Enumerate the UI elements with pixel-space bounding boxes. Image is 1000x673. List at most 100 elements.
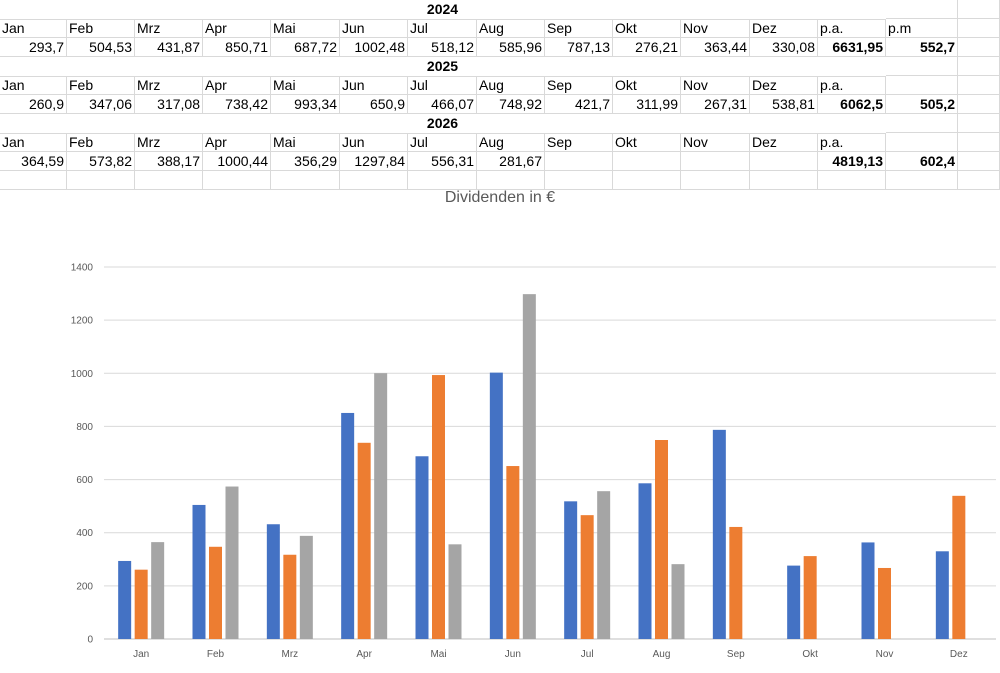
- empty-cell[interactable]: [0, 171, 67, 190]
- value-cell[interactable]: [681, 152, 750, 171]
- empty-cell[interactable]: [67, 171, 135, 190]
- value-cell[interactable]: 466,07: [408, 95, 477, 114]
- pm-average-cell[interactable]: 552,7: [886, 38, 958, 57]
- empty-cell[interactable]: [750, 171, 818, 190]
- month-header-cell[interactable]: Jun: [340, 19, 408, 38]
- value-cell[interactable]: 687,72: [271, 38, 340, 57]
- pa-total-cell[interactable]: 6062,5: [818, 95, 886, 114]
- month-header-cell[interactable]: Okt: [613, 76, 681, 95]
- month-header-cell[interactable]: Sep: [545, 133, 613, 152]
- month-header-cell[interactable]: Aug: [477, 76, 545, 95]
- value-cell[interactable]: 585,96: [477, 38, 545, 57]
- month-header-cell[interactable]: Mai: [271, 133, 340, 152]
- month-header-cell[interactable]: Aug: [477, 133, 545, 152]
- value-cell[interactable]: 388,17: [135, 152, 203, 171]
- month-header-cell[interactable]: Nov: [681, 76, 750, 95]
- value-cell[interactable]: 738,42: [203, 95, 271, 114]
- empty-cell[interactable]: [886, 171, 958, 190]
- value-cell[interactable]: 363,44: [681, 38, 750, 57]
- month-header-cell[interactable]: Okt: [613, 19, 681, 38]
- month-header-cell[interactable]: Jan: [0, 19, 67, 38]
- pm-average-cell[interactable]: 505,2: [886, 95, 958, 114]
- month-header-cell[interactable]: Jun: [340, 133, 408, 152]
- month-header-cell[interactable]: Aug: [477, 19, 545, 38]
- value-cell[interactable]: 347,06: [67, 95, 135, 114]
- month-header-cell[interactable]: Jul: [408, 19, 477, 38]
- month-header-cell[interactable]: Feb: [67, 76, 135, 95]
- empty-cell[interactable]: [545, 171, 613, 190]
- month-header-cell[interactable]: Jun: [340, 76, 408, 95]
- month-header-cell[interactable]: Okt: [613, 133, 681, 152]
- month-header-cell[interactable]: Dez: [750, 76, 818, 95]
- empty-cell[interactable]: [135, 171, 203, 190]
- value-cell[interactable]: 650,9: [340, 95, 408, 114]
- value-cell[interactable]: [750, 152, 818, 171]
- value-cell[interactable]: 993,34: [271, 95, 340, 114]
- empty-cell[interactable]: [886, 114, 958, 133]
- empty-cell[interactable]: [203, 171, 271, 190]
- pa-total-cell[interactable]: 6631,95: [818, 38, 886, 57]
- value-cell[interactable]: [545, 152, 613, 171]
- value-cell[interactable]: 431,87: [135, 38, 203, 57]
- value-cell[interactable]: 748,92: [477, 95, 545, 114]
- month-header-cell[interactable]: Mrz: [135, 76, 203, 95]
- month-header-cell[interactable]: Apr: [203, 76, 271, 95]
- month-header-cell[interactable]: Mrz: [135, 19, 203, 38]
- value-cell[interactable]: 281,67: [477, 152, 545, 171]
- pm-average-cell[interactable]: 602,4: [886, 152, 958, 171]
- value-cell[interactable]: 276,21: [613, 38, 681, 57]
- value-cell[interactable]: 267,31: [681, 95, 750, 114]
- value-cell[interactable]: 518,12: [408, 38, 477, 57]
- empty-cell[interactable]: [818, 171, 886, 190]
- value-cell[interactable]: 1297,84: [340, 152, 408, 171]
- empty-cell[interactable]: [271, 171, 340, 190]
- empty-cell[interactable]: [613, 171, 681, 190]
- month-header-cell[interactable]: Mai: [271, 76, 340, 95]
- value-cell[interactable]: 556,31: [408, 152, 477, 171]
- value-cell[interactable]: [613, 152, 681, 171]
- empty-cell[interactable]: [886, 0, 958, 19]
- value-cell[interactable]: 1002,48: [340, 38, 408, 57]
- value-cell[interactable]: 293,7: [0, 38, 67, 57]
- month-header-cell[interactable]: Nov: [681, 19, 750, 38]
- value-cell[interactable]: 311,99: [613, 95, 681, 114]
- month-header-cell[interactable]: Jul: [408, 76, 477, 95]
- pa-header-cell[interactable]: p.a.: [818, 76, 886, 95]
- value-cell[interactable]: 850,71: [203, 38, 271, 57]
- value-cell[interactable]: 364,59: [0, 152, 67, 171]
- month-header-cell[interactable]: Nov: [681, 133, 750, 152]
- month-header-cell[interactable]: Jul: [408, 133, 477, 152]
- month-header-cell[interactable]: Feb: [67, 133, 135, 152]
- month-header-cell[interactable]: Feb: [67, 19, 135, 38]
- pa-header-cell[interactable]: p.a.: [818, 133, 886, 152]
- month-header-cell[interactable]: Apr: [203, 133, 271, 152]
- month-header-cell[interactable]: Dez: [750, 133, 818, 152]
- value-cell[interactable]: 787,13: [545, 38, 613, 57]
- value-cell[interactable]: 504,53: [67, 38, 135, 57]
- pm-header-cell[interactable]: [886, 76, 958, 95]
- value-cell[interactable]: 356,29: [271, 152, 340, 171]
- month-header-cell[interactable]: Dez: [750, 19, 818, 38]
- month-header-cell[interactable]: Sep: [545, 76, 613, 95]
- empty-cell[interactable]: [477, 171, 545, 190]
- empty-cell[interactable]: [340, 171, 408, 190]
- month-header-cell[interactable]: Apr: [203, 19, 271, 38]
- month-header-cell[interactable]: Jan: [0, 76, 67, 95]
- value-cell[interactable]: 573,82: [67, 152, 135, 171]
- month-header-cell[interactable]: Mai: [271, 19, 340, 38]
- value-cell[interactable]: 317,08: [135, 95, 203, 114]
- empty-cell[interactable]: [408, 171, 477, 190]
- value-cell[interactable]: 260,9: [0, 95, 67, 114]
- pm-header-cell[interactable]: [886, 133, 958, 152]
- month-header-cell[interactable]: Mrz: [135, 133, 203, 152]
- pa-header-cell[interactable]: p.a.: [818, 19, 886, 38]
- month-header-cell[interactable]: Jan: [0, 133, 67, 152]
- value-cell[interactable]: 538,81: [750, 95, 818, 114]
- value-cell[interactable]: 421,7: [545, 95, 613, 114]
- empty-cell[interactable]: [681, 171, 750, 190]
- value-cell[interactable]: 1000,44: [203, 152, 271, 171]
- pa-total-cell[interactable]: 4819,13: [818, 152, 886, 171]
- value-cell[interactable]: 330,08: [750, 38, 818, 57]
- pm-header-cell[interactable]: p.m: [886, 19, 958, 38]
- month-header-cell[interactable]: Sep: [545, 19, 613, 38]
